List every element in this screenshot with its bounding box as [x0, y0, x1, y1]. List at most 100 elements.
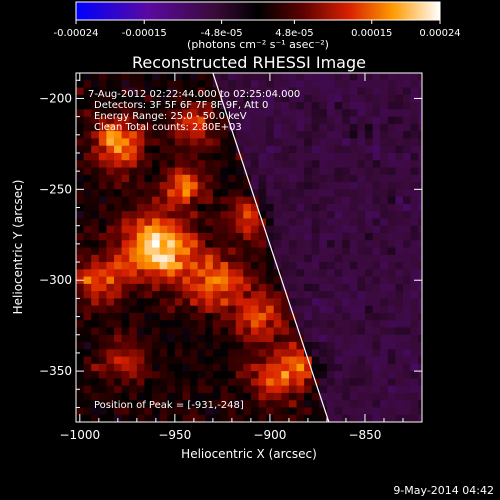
heatmap-cell [281, 414, 290, 422]
heatmap-cell [83, 196, 92, 205]
heatmap-cell [212, 342, 222, 350]
heatmap-cell [364, 174, 374, 183]
heatmap-cell [304, 80, 313, 89]
heatmap-cell [182, 182, 191, 190]
heatmap-cell [334, 356, 343, 365]
heatmap-cell [114, 131, 123, 140]
heatmap-cell [220, 392, 229, 401]
heatmap-cell [395, 102, 404, 110]
heatmap-cell [372, 240, 381, 249]
heatmap-cell [281, 211, 290, 220]
heatmap-cell [395, 109, 404, 118]
heatmap-cell [144, 312, 153, 321]
heatmap-cell [258, 232, 267, 241]
heatmap-cell [380, 283, 389, 292]
heatmap-cell [76, 363, 85, 372]
heatmap-cell [220, 94, 229, 103]
heatmap-cell [220, 123, 229, 132]
heatmap-cell [121, 240, 130, 249]
heatmap-cell [152, 87, 161, 96]
heatmap-cell [266, 167, 275, 176]
heatmap-cell [190, 87, 199, 96]
heatmap-cell [167, 225, 176, 234]
heatmap-cell [136, 262, 146, 270]
heatmap-cell [197, 211, 206, 220]
heatmap-cell [182, 371, 191, 379]
heatmap-cell [372, 342, 381, 350]
heatmap-cell [342, 152, 351, 161]
heatmap-cell [357, 152, 366, 161]
heatmap-cell [174, 160, 184, 169]
heatmap-cell [364, 225, 374, 234]
heatmap-cell [167, 414, 176, 422]
heatmap-cell [182, 240, 191, 249]
heatmap-cell [319, 254, 328, 263]
heatmap-cell [288, 182, 298, 190]
heatmap-cell [395, 356, 404, 365]
heatmap-cell [342, 349, 351, 358]
heatmap-cell [136, 174, 146, 183]
heatmap-cell [364, 102, 374, 110]
heatmap-cell [114, 356, 123, 365]
heatmap-cell [387, 385, 396, 394]
heatmap-cell [395, 189, 404, 198]
heatmap-cell [98, 232, 108, 241]
heatmap-cell [144, 342, 153, 350]
heatmap-cell [418, 174, 422, 183]
heatmap-cell [372, 385, 381, 394]
heatmap-cell [304, 102, 313, 110]
heatmap-cell [266, 371, 275, 379]
heatmap-cell [342, 211, 351, 220]
heatmap-cell [136, 211, 146, 220]
heatmap-cell [152, 182, 161, 190]
colorbar-unit-label: (photons cm⁻² s⁻¹ asec⁻²) [187, 38, 329, 51]
heatmap-cell [121, 73, 130, 81]
heatmap-cell [129, 131, 138, 140]
heatmap-cell [342, 276, 351, 285]
heatmap-cell [190, 371, 199, 379]
heatmap-cell [121, 211, 130, 220]
heatmap-cell [342, 138, 351, 147]
heatmap-cell [364, 203, 374, 212]
heatmap-cell [319, 342, 328, 350]
heatmap-cell [197, 298, 206, 307]
heatmap-cell [159, 87, 168, 96]
heatmap-cell [220, 371, 229, 379]
heatmap-cell [174, 131, 184, 140]
heatmap-cell [258, 240, 267, 249]
heatmap-cell [235, 320, 244, 329]
heatmap-cell [402, 371, 412, 379]
heatmap-cell [152, 400, 161, 409]
heatmap-cell [273, 414, 282, 422]
heatmap-cell [410, 116, 419, 125]
heatmap-cell [121, 182, 130, 190]
heatmap-cell [319, 189, 328, 198]
heatmap-cell [114, 73, 123, 81]
heatmap-cell [159, 225, 168, 234]
heatmap-cell [91, 298, 100, 307]
heatmap-cell [174, 203, 184, 212]
heatmap-cell [258, 174, 267, 183]
heatmap-cell [288, 240, 298, 249]
heatmap-cell [288, 87, 298, 96]
heatmap-cell [410, 262, 419, 270]
heatmap-cell [372, 283, 381, 292]
heatmap-cell [235, 334, 244, 343]
heatmap-cell [129, 247, 138, 256]
heatmap-cell [357, 232, 366, 241]
heatmap-cell [91, 218, 100, 227]
heatmap-cell [83, 356, 92, 365]
heatmap-cell [228, 400, 237, 409]
heatmap-cell [342, 283, 351, 292]
heatmap-cell [205, 174, 214, 183]
heatmap-cell [114, 138, 123, 147]
heatmap-cell [387, 152, 396, 161]
heatmap-cell [106, 94, 115, 103]
heatmap-cell [372, 254, 381, 263]
heatmap-cell [220, 342, 229, 350]
heatmap-cell [114, 312, 123, 321]
heatmap-cell [91, 378, 100, 387]
heatmap-cell [273, 182, 282, 190]
heatmap-cell [121, 160, 130, 169]
heatmap-cell [402, 182, 412, 190]
